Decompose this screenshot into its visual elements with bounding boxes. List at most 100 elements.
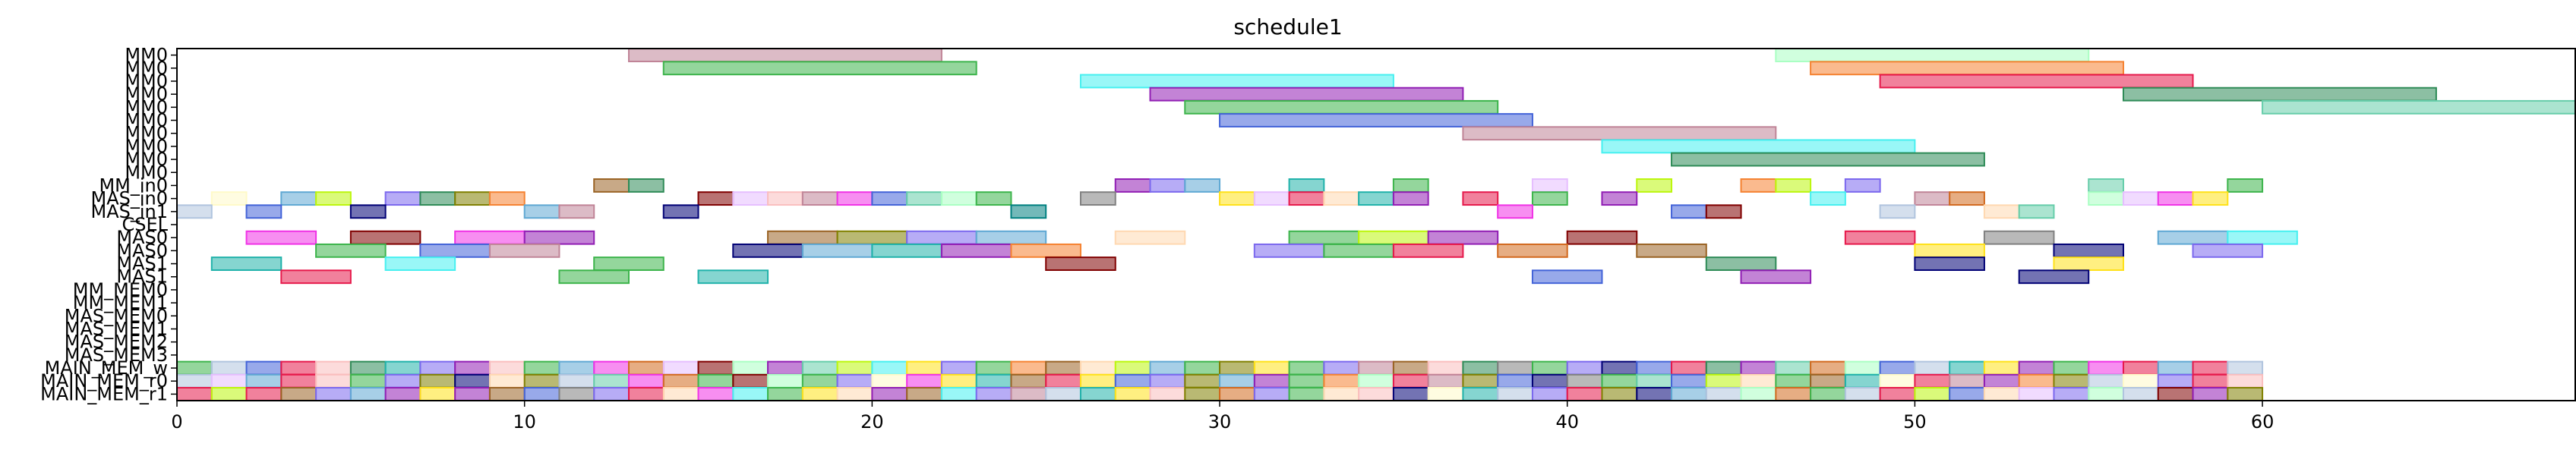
task-bar xyxy=(2054,244,2123,257)
task-bar xyxy=(1463,192,1498,205)
memory-slot-bar xyxy=(386,388,421,401)
memory-slot-bar xyxy=(1255,388,1290,401)
memory-slot-bar xyxy=(2227,375,2262,388)
memory-slot-bar xyxy=(629,375,664,388)
task-bar xyxy=(803,244,873,257)
memory-slot-bar xyxy=(1533,375,1567,388)
memory-slot-bar xyxy=(838,388,873,401)
x-axis: 0 10 20 30 40 50 60 xyxy=(171,401,2274,433)
memory-slot-bar xyxy=(351,388,386,401)
task-bar xyxy=(1255,192,1290,205)
task-bar xyxy=(2019,205,2054,218)
task-bar xyxy=(1394,179,1428,192)
memory-slot-bar xyxy=(1810,388,1845,401)
task-bar xyxy=(1046,257,1116,270)
task-bar xyxy=(316,244,386,257)
memory-slot-bar xyxy=(2123,362,2158,375)
task-bar xyxy=(1185,101,1498,114)
memory-slot-bar xyxy=(1776,375,1810,388)
memory-slot-bar xyxy=(1324,388,1359,401)
memory-slot-bar xyxy=(2227,388,2262,401)
task-bar xyxy=(2193,244,2263,257)
memory-slot-bar xyxy=(1046,362,1081,375)
memory-slot-bar xyxy=(2054,388,2088,401)
task-bar xyxy=(1741,270,1811,283)
task-bar xyxy=(1533,192,1567,205)
memory-slot-bar xyxy=(1741,388,1776,401)
x-tick-label: 60 xyxy=(2251,411,2275,433)
memory-slot-bar xyxy=(1637,388,1672,401)
memory-slot-bar xyxy=(1984,362,2019,375)
task-bar xyxy=(1706,205,1741,218)
memory-slot-bar xyxy=(977,375,1012,388)
memory-slot-bar xyxy=(1880,362,1915,375)
memory-slot-bar xyxy=(177,388,212,401)
x-tick-label: 30 xyxy=(1208,411,1232,433)
memory-slot-bar xyxy=(1915,375,1949,388)
memory-slot-bar xyxy=(2227,362,2262,375)
memory-slot-bar xyxy=(490,388,525,401)
memory-slot-bar xyxy=(177,362,212,375)
memory-slot-bar xyxy=(1915,388,1949,401)
memory-slot-bar xyxy=(316,375,351,388)
memory-slot-bar xyxy=(420,375,455,388)
task-bar xyxy=(1810,61,2123,74)
memory-slot-bar xyxy=(1394,362,1428,375)
task-bar xyxy=(977,231,1046,244)
memory-slot-bar xyxy=(2193,362,2228,375)
task-bar xyxy=(1220,114,1533,127)
memory-slot-bar xyxy=(1498,388,1533,401)
memory-slot-bar xyxy=(2088,362,2123,375)
memory-slot-bar xyxy=(664,388,699,401)
memory-slot-bar xyxy=(1081,388,1116,401)
task-bar xyxy=(1949,192,1984,205)
memory-slot-bar xyxy=(1428,362,1463,375)
memory-slot-bar xyxy=(455,388,490,401)
task-bar xyxy=(1533,179,1567,192)
task-bar xyxy=(1672,153,1984,166)
memory-slot-bar xyxy=(733,388,768,401)
task-bar xyxy=(1602,192,1637,205)
task-bar xyxy=(2123,88,2436,101)
task-bar xyxy=(559,205,594,218)
task-bar xyxy=(1637,179,1672,192)
memory-slot-bar xyxy=(1185,388,1220,401)
memory-slot-bar xyxy=(1290,362,1324,375)
task-bar xyxy=(733,244,803,257)
memory-slot-bar xyxy=(2158,362,2193,375)
memory-slot-bar xyxy=(1220,362,1255,375)
task-bar xyxy=(1880,75,2193,88)
memory-slot-bar xyxy=(2054,362,2088,375)
memory-slot-bar xyxy=(1498,375,1533,388)
task-bar xyxy=(247,231,317,244)
memory-slot-bar xyxy=(1776,362,1810,375)
memory-slot-bar xyxy=(316,362,351,375)
memory-slot-bar xyxy=(1602,375,1637,388)
memory-slot-bar xyxy=(1428,375,1463,388)
memory-slot-bar xyxy=(872,362,907,375)
task-bar xyxy=(1394,244,1463,257)
memory-slot-bar xyxy=(1533,362,1567,375)
task-bar xyxy=(1081,75,1394,88)
task-bar xyxy=(629,179,664,192)
memory-slot-bar xyxy=(594,362,629,375)
memory-slot-bar xyxy=(838,362,873,375)
memory-slot-bar xyxy=(1567,388,1602,401)
memory-slot-bar xyxy=(1845,362,1880,375)
task-bar xyxy=(1845,231,1915,244)
memory-slot-bar xyxy=(455,375,490,388)
memory-slot-bar xyxy=(1810,375,1845,388)
task-bar xyxy=(1011,244,1081,257)
task-bar xyxy=(594,179,629,192)
memory-slot-bar xyxy=(768,375,803,388)
task-bar xyxy=(1706,257,1776,270)
task-bar xyxy=(1116,231,1185,244)
task-bar xyxy=(768,231,838,244)
memory-slot-bar xyxy=(664,375,699,388)
memory-slot-bar xyxy=(629,388,664,401)
memory-slot-bar xyxy=(212,362,247,375)
task-bar xyxy=(525,205,560,218)
memory-slot-bar xyxy=(247,362,282,375)
task-bar xyxy=(455,192,490,205)
memory-slot-bar xyxy=(420,388,455,401)
